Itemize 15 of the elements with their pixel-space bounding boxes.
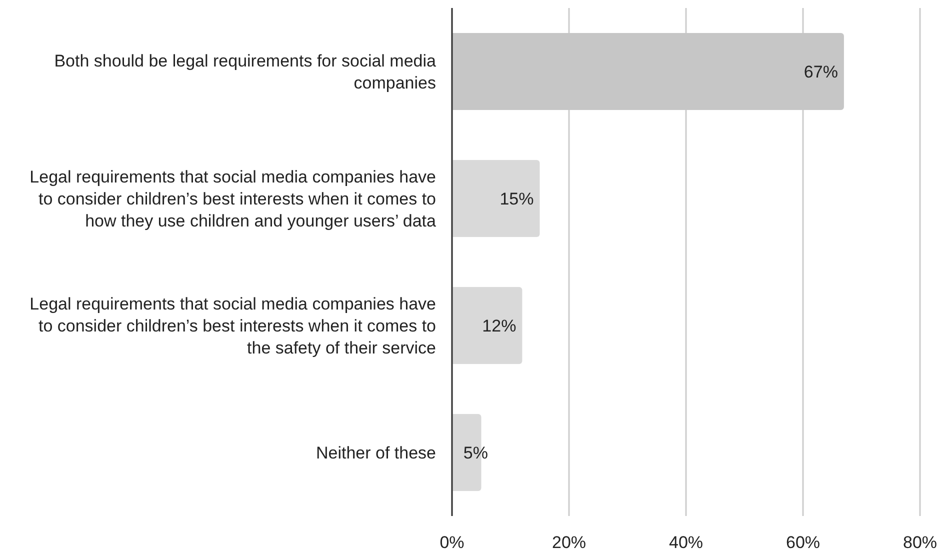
bar (452, 287, 522, 364)
x-tick-label: 20% (552, 533, 586, 552)
x-tick-label: 40% (668, 533, 704, 552)
data-label: 15% (500, 189, 534, 208)
y-tick-label: Neither of these (316, 443, 436, 462)
x-tick-label: 0% (440, 533, 464, 552)
x-tick-label: 60% (786, 533, 820, 552)
data-label: 5% (463, 443, 488, 462)
data-label: 12% (482, 316, 516, 336)
x-tick-label: 80% (902, 533, 938, 552)
y-tick-label: Legal requirements that social media companies have to consider children’s best interests when it comes to the safety of their service (30, 294, 436, 358)
y-tick-label: Both should be legal requirements for social media companies (54, 51, 437, 92)
bar (452, 160, 540, 237)
y-tick-label: Legal requirements that social media companies have to consider children’s best interests when it comes to how they use children and younger users’ data (30, 167, 437, 230)
data-label: 67% (804, 62, 838, 82)
